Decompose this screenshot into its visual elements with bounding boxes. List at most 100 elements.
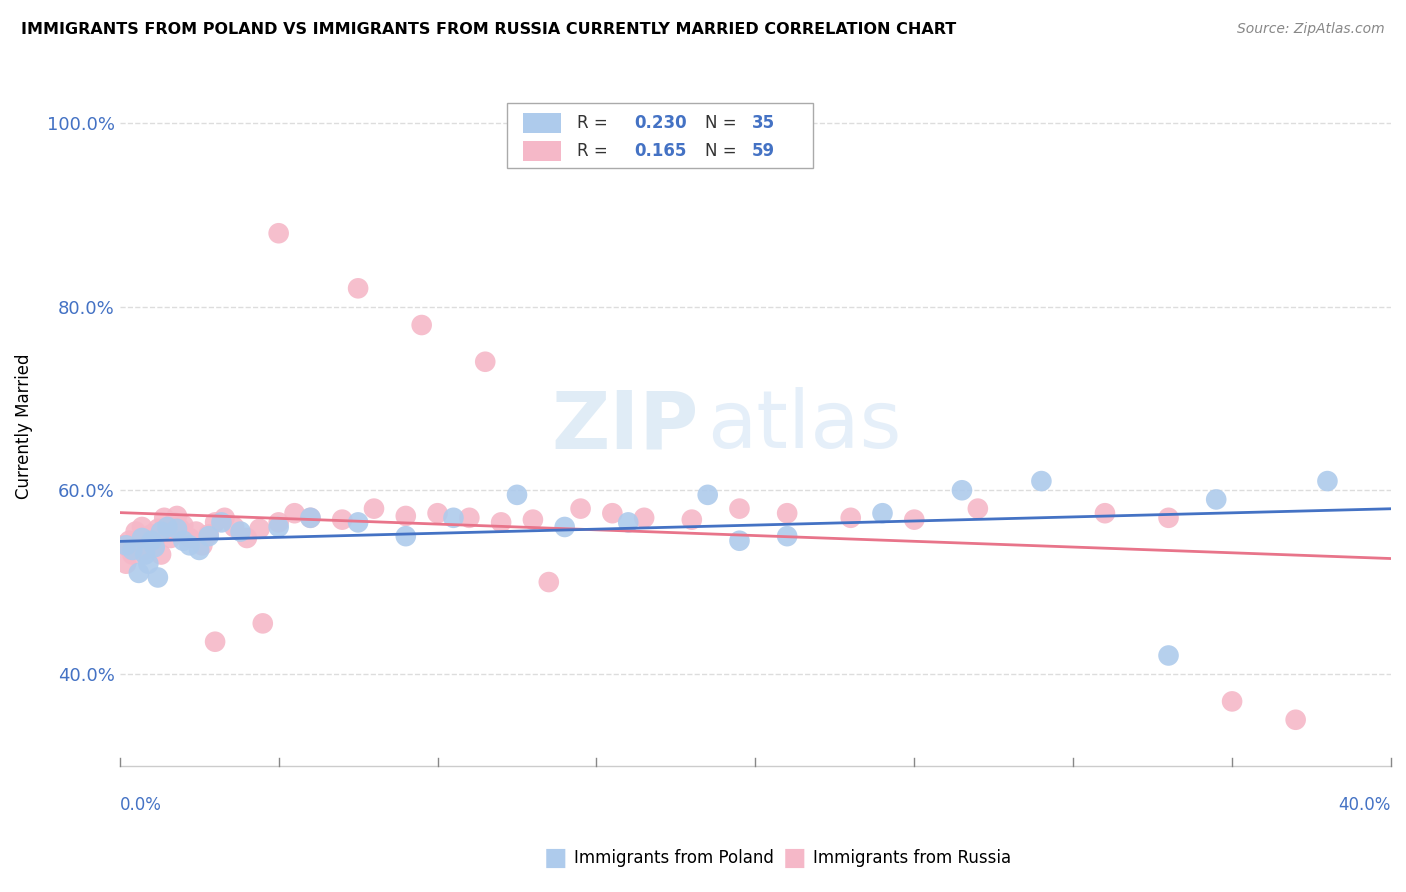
Point [204,634,226,648]
Point [141,527,163,541]
Point [569,501,592,516]
Point [131,531,153,545]
Point [236,531,259,545]
Point [1031,474,1053,488]
Point [204,516,226,530]
Point [115,557,138,571]
Text: 0.230: 0.230 [634,114,688,132]
Point [166,508,188,523]
Point [111,538,134,552]
Point [138,557,160,571]
Point [839,510,862,524]
Point [224,520,246,534]
Point [134,548,156,562]
Point [211,516,233,530]
Point [150,548,173,562]
Text: ZIP: ZIP [551,387,699,465]
Point [776,529,799,543]
Point [776,506,799,520]
Point [128,566,150,580]
Point [633,510,655,524]
Text: ■: ■ [783,847,806,870]
Point [121,548,143,562]
Text: N =: N = [704,114,741,132]
Point [172,533,194,548]
Point [179,531,201,545]
Point [443,510,465,524]
Point [330,513,353,527]
FancyBboxPatch shape [523,113,561,133]
FancyBboxPatch shape [508,103,813,168]
Point [115,538,138,552]
Point [143,540,166,554]
Point [347,281,370,295]
Point [118,533,141,548]
Text: 35: 35 [752,114,775,132]
Point [172,518,194,533]
Point [283,506,305,520]
Point [166,522,188,536]
Point [395,508,418,523]
Point [146,570,169,584]
Point [522,513,544,527]
Point [950,483,973,498]
Point [249,522,271,536]
Point [159,531,181,545]
Point [267,226,290,240]
Point [1316,474,1339,488]
Point [554,520,576,534]
Point [728,533,751,548]
Point [489,516,512,530]
Point [426,506,449,520]
Point [1205,492,1227,507]
Point [1220,694,1243,708]
Point [299,510,322,524]
Point [191,538,214,552]
Y-axis label: Currently Married: Currently Married [15,353,32,499]
Point [179,538,201,552]
Point [506,488,529,502]
Point [146,522,169,536]
Point [1094,506,1116,520]
Point [184,524,207,539]
Text: 40.0%: 40.0% [1339,797,1391,814]
Point [299,510,322,524]
Text: R =: R = [578,114,613,132]
Point [153,510,176,524]
Point [252,616,274,631]
Point [131,520,153,534]
Point [411,318,433,332]
Point [458,510,481,524]
Point [267,516,290,530]
Point [696,488,718,502]
Point [138,531,160,545]
Point [728,501,751,516]
Point [124,524,146,539]
Point [188,543,211,558]
Point [121,543,143,558]
Point [537,575,560,590]
Point [169,522,191,536]
Point [1157,510,1180,524]
Point [267,520,290,534]
Point [347,516,370,530]
Point [143,533,166,548]
Point [903,513,925,527]
Point [134,543,156,558]
FancyBboxPatch shape [523,141,561,161]
Text: IMMIGRANTS FROM POLAND VS IMMIGRANTS FROM RUSSIA CURRENTLY MARRIED CORRELATION C: IMMIGRANTS FROM POLAND VS IMMIGRANTS FRO… [21,22,956,37]
Point [128,540,150,554]
Point [156,524,179,539]
Point [602,506,624,520]
Point [363,501,385,516]
Point [617,516,640,530]
Point [163,516,186,530]
Point [872,506,894,520]
Point [474,355,496,369]
Point [214,510,236,524]
Point [1285,713,1308,727]
Text: 0.0%: 0.0% [120,797,162,814]
Text: atlas: atlas [707,387,901,465]
Point [156,520,179,534]
Text: Source: ZipAtlas.com: Source: ZipAtlas.com [1237,22,1385,37]
